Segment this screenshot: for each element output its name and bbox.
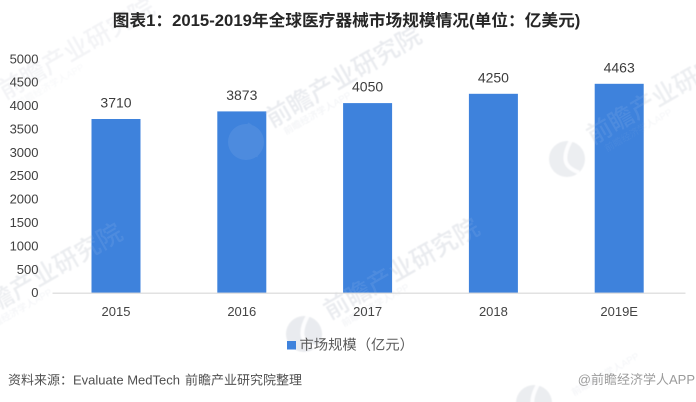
svg-text:2017: 2017 (353, 304, 382, 319)
svg-text:4463: 4463 (604, 59, 635, 75)
svg-text:APP: APP (669, 372, 695, 387)
svg-text:0: 0 (31, 285, 38, 300)
svg-text:4000: 4000 (10, 98, 39, 113)
svg-text:5000: 5000 (10, 51, 39, 66)
svg-text:Evaluate MedTech: Evaluate MedTech (73, 373, 180, 388)
svg-text:3000: 3000 (10, 145, 39, 160)
svg-text:4500: 4500 (10, 75, 39, 90)
svg-text:2000: 2000 (10, 192, 39, 207)
svg-text:3500: 3500 (10, 122, 39, 137)
svg-text:2019E: 2019E (600, 304, 638, 319)
svg-text:2016: 2016 (227, 304, 256, 319)
svg-text:1: 1 (146, 11, 155, 30)
svg-text:2015-2019: 2015-2019 (172, 11, 252, 30)
svg-text:500: 500 (17, 262, 39, 277)
svg-text:1500: 1500 (10, 215, 39, 230)
svg-text:@: @ (578, 372, 591, 387)
svg-text:3710: 3710 (100, 95, 131, 111)
svg-text:1000: 1000 (10, 238, 39, 253)
svg-text:4250: 4250 (478, 69, 509, 85)
svg-text:(: ( (469, 11, 475, 30)
svg-text:): ) (575, 11, 581, 30)
svg-text:2500: 2500 (10, 168, 39, 183)
svg-text:2015: 2015 (102, 304, 131, 319)
svg-text:2018: 2018 (479, 304, 508, 319)
svg-text:3873: 3873 (226, 87, 257, 103)
svg-text:4050: 4050 (352, 79, 383, 95)
